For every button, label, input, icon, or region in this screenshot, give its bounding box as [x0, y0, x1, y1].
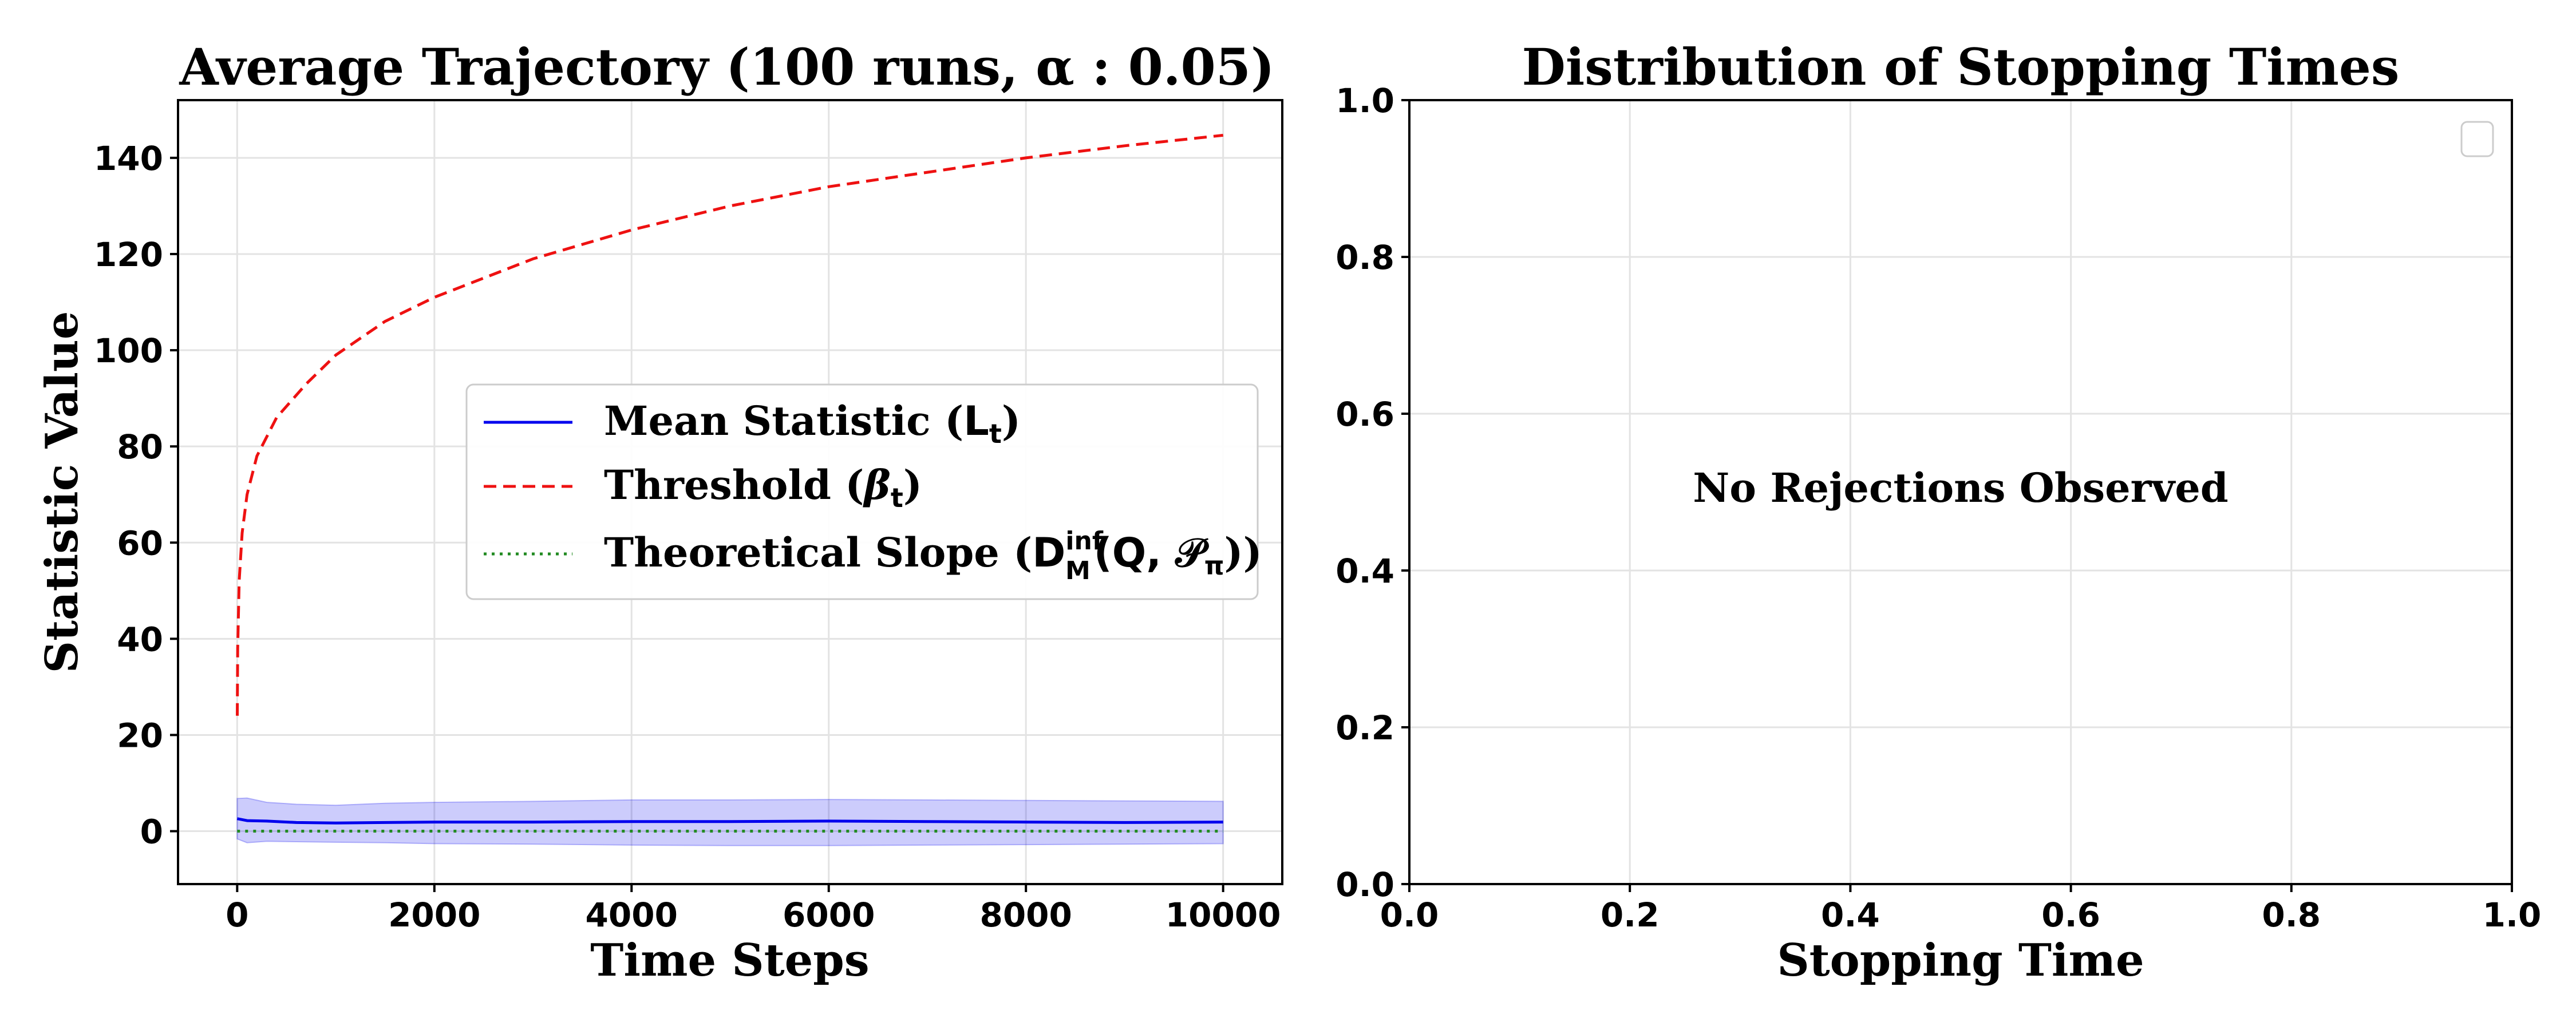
- y-tick-label: 60: [117, 524, 163, 562]
- y-tick-label: 40: [117, 620, 163, 659]
- trajectory-chart: Average Trajectory (100 runs, α : 0.05) …: [36, 37, 1283, 987]
- legend-entry-mean: Mean Statistic (Lt): [484, 397, 1021, 449]
- x-tick-label: 2000: [388, 896, 480, 934]
- y-tick-label: 0.0: [1336, 865, 1394, 904]
- left-y-ticks: 0 20 40 60 80 100 120 140: [94, 139, 178, 851]
- mean-statistic-line: [236, 817, 1223, 825]
- chart-title-left: Average Trajectory (100 runs, α : 0.05): [179, 37, 1274, 97]
- right-plot-frame: [1408, 99, 2513, 885]
- legend-entry-slope: Theoretical Slope (Dinf M(Q, 𝒫π)): [484, 526, 1262, 585]
- y-tick-label: 0.2: [1336, 708, 1394, 747]
- x-tick-label: 0.4: [1821, 896, 1880, 934]
- empty-legend-box: [2460, 121, 2494, 157]
- x-tick-label: 8000: [979, 896, 1072, 934]
- left-plot-frame: [177, 99, 1283, 885]
- x-tick-label: 10000: [1165, 896, 1281, 934]
- series-layer: [236, 133, 1223, 833]
- y-tick-label: 0.6: [1336, 395, 1394, 434]
- chart-title-right: Distribution of Stopping Times: [1522, 37, 2400, 97]
- y-tick-label: 100: [94, 331, 163, 370]
- legend-label-mean: Mean Statistic (Lt): [604, 397, 1021, 449]
- y-tick-label: 80: [117, 427, 163, 466]
- x-tick-label: 6000: [783, 896, 875, 934]
- x-tick-label: 4000: [586, 896, 678, 934]
- legend-label-slope: Theoretical Slope (Dinf M(Q, 𝒫π)): [604, 526, 1262, 585]
- left-x-ticks: 0 2000 4000 6000 8000 10000: [226, 884, 1281, 934]
- x-tick-label: 0.8: [2262, 896, 2321, 934]
- y-tick-label: 20: [117, 716, 163, 755]
- x-tick-label: 0.6: [2041, 896, 2100, 934]
- legend-entry-threshold: Threshold (βt): [484, 461, 922, 513]
- x-tick-label: 0.2: [1601, 896, 1660, 934]
- y-tick-label: 140: [94, 139, 163, 178]
- y-tick-label: 0.4: [1336, 552, 1394, 591]
- x-tick-label: 0.0: [1380, 896, 1439, 934]
- y-axis-label-left: Statistic Value: [36, 311, 88, 674]
- legend: Mean Statistic (Lt) Threshold (βt) Theor…: [465, 383, 1262, 600]
- y-tick-label: 0: [140, 813, 163, 851]
- stopping-times-chart: Distribution of Stopping Times 0.0 0.2 0.4…: [1336, 37, 2541, 987]
- threshold-line: [236, 133, 1223, 716]
- right-x-ticks: 0.0 0.2 0.4 0.6 0.8 1.0: [1380, 884, 2542, 934]
- x-tick-label: 1.0: [2483, 896, 2542, 934]
- x-tick-label: 0: [226, 896, 248, 934]
- right-y-ticks: 0.0 0.2 0.4 0.6 0.8 1.0: [1336, 81, 1409, 904]
- x-axis-label-left: Time Steps: [590, 934, 869, 987]
- x-axis-label-right: Stopping Time: [1777, 934, 2144, 987]
- no-rejections-annotation: No Rejections Observed: [1693, 464, 2228, 512]
- legend-label-threshold: Threshold (βt): [604, 461, 922, 513]
- y-tick-label: 120: [94, 235, 163, 274]
- y-tick-label: 0.8: [1336, 238, 1394, 277]
- y-tick-label: 1.0: [1336, 81, 1394, 120]
- legend-box: [465, 383, 1259, 600]
